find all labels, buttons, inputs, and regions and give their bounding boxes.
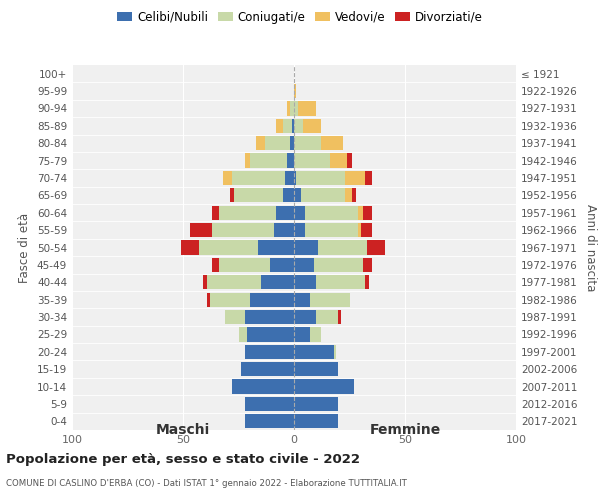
Bar: [292, 118, 294, 133]
Bar: [259, 240, 294, 254]
Text: Femmine: Femmine: [370, 424, 440, 438]
Bar: [294, 136, 320, 150]
Bar: [212, 223, 274, 237]
Bar: [199, 240, 259, 254]
Bar: [260, 275, 294, 289]
Bar: [361, 223, 372, 237]
Bar: [203, 275, 208, 289]
Bar: [305, 206, 358, 220]
Bar: [294, 223, 305, 237]
Bar: [294, 154, 329, 168]
Bar: [208, 275, 260, 289]
Bar: [298, 102, 316, 116]
Bar: [245, 414, 294, 428]
Bar: [303, 118, 320, 133]
Text: Maschi: Maschi: [156, 424, 210, 438]
Bar: [363, 206, 372, 220]
Bar: [256, 136, 265, 150]
Bar: [239, 328, 247, 342]
Bar: [345, 188, 352, 202]
Bar: [290, 102, 294, 116]
Bar: [316, 310, 338, 324]
Y-axis label: Anni di nascita: Anni di nascita: [584, 204, 597, 291]
Bar: [276, 118, 283, 133]
Bar: [294, 362, 338, 376]
Bar: [294, 118, 303, 133]
Bar: [287, 102, 290, 116]
Bar: [294, 380, 354, 394]
Bar: [365, 171, 372, 185]
Text: COMUNE DI CASLINO D'ERBA (CO) - Dati ISTAT 1° gennaio 2022 - Elaborazione TUTTIT: COMUNE DI CASLINO D'ERBA (CO) - Dati IST…: [6, 479, 407, 488]
Bar: [358, 223, 361, 237]
Bar: [367, 240, 385, 254]
Bar: [245, 397, 294, 411]
Bar: [181, 240, 199, 254]
Bar: [265, 136, 290, 150]
Bar: [290, 136, 294, 150]
Bar: [319, 240, 367, 254]
Bar: [245, 310, 294, 324]
Bar: [363, 258, 372, 272]
Bar: [305, 223, 358, 237]
Bar: [276, 206, 294, 220]
Bar: [294, 344, 334, 359]
Bar: [294, 397, 338, 411]
Bar: [269, 258, 294, 272]
Bar: [232, 380, 294, 394]
Bar: [234, 188, 283, 202]
Bar: [294, 84, 296, 98]
Bar: [320, 136, 343, 150]
Bar: [218, 206, 276, 220]
Bar: [294, 328, 310, 342]
Bar: [296, 171, 345, 185]
Bar: [347, 154, 352, 168]
Bar: [294, 275, 316, 289]
Bar: [294, 206, 305, 220]
Bar: [310, 292, 349, 307]
Bar: [294, 258, 314, 272]
Bar: [294, 292, 310, 307]
Bar: [345, 171, 365, 185]
Bar: [334, 344, 336, 359]
Bar: [294, 102, 298, 116]
Bar: [294, 310, 316, 324]
Bar: [247, 328, 294, 342]
Bar: [358, 206, 363, 220]
Bar: [285, 171, 294, 185]
Legend: Celibi/Nubili, Coniugati/e, Vedovi/e, Divorziati/e: Celibi/Nubili, Coniugati/e, Vedovi/e, Di…: [112, 6, 488, 28]
Bar: [294, 414, 338, 428]
Bar: [301, 188, 345, 202]
Text: Popolazione per età, sesso e stato civile - 2022: Popolazione per età, sesso e stato civil…: [6, 452, 360, 466]
Bar: [190, 223, 212, 237]
Bar: [314, 258, 363, 272]
Bar: [209, 292, 250, 307]
Bar: [223, 171, 232, 185]
Bar: [365, 275, 370, 289]
Bar: [232, 171, 285, 185]
Bar: [283, 118, 292, 133]
Bar: [218, 258, 269, 272]
Bar: [241, 362, 294, 376]
Bar: [329, 154, 347, 168]
Bar: [212, 206, 218, 220]
Bar: [287, 154, 294, 168]
Bar: [294, 240, 319, 254]
Bar: [212, 258, 218, 272]
Bar: [310, 328, 320, 342]
Bar: [250, 292, 294, 307]
Bar: [225, 310, 245, 324]
Bar: [274, 223, 294, 237]
Bar: [338, 310, 341, 324]
Bar: [294, 188, 301, 202]
Bar: [245, 154, 250, 168]
Bar: [208, 292, 209, 307]
Y-axis label: Fasce di età: Fasce di età: [19, 212, 31, 282]
Bar: [245, 344, 294, 359]
Bar: [352, 188, 356, 202]
Bar: [230, 188, 234, 202]
Bar: [250, 154, 287, 168]
Bar: [294, 171, 296, 185]
Bar: [316, 275, 365, 289]
Bar: [283, 188, 294, 202]
